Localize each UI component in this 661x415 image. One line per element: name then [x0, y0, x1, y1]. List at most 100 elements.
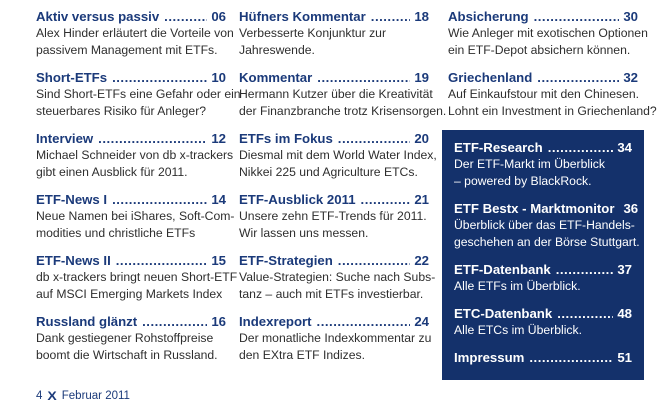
toc-entry-heading[interactable]: Absicherung 30	[448, 8, 638, 25]
toc-entry[interactable]: Short-ETFs 10 Sind Short-ETFs eine Gefahr …	[36, 69, 241, 120]
leader-dots	[361, 191, 411, 208]
entry-description-line: Der ETF-Markt im Überblick	[454, 157, 605, 171]
entry-title[interactable]: Hüfners Kommentar	[239, 9, 366, 24]
toc-entry-heading[interactable]: Aktiv versus passiv 06	[36, 8, 226, 25]
entry-title[interactable]: ETF-Research	[454, 140, 543, 155]
entry-description-line: tanz – auch mit ETFs investierbar.	[239, 287, 424, 301]
entry-description-line: Wir lassen uns messen.	[239, 226, 369, 240]
entry-page-number: 06	[211, 9, 226, 24]
entry-page-number: 48	[617, 306, 632, 321]
toc-entry-heading[interactable]: ETF-News I 14	[36, 191, 226, 208]
entry-title[interactable]: Griechenland	[448, 70, 533, 85]
entry-description-line: der Finanzbranche trotz Krisensorgen.	[239, 104, 447, 118]
toc-entry-heading[interactable]: ETF-Research 34	[454, 139, 632, 156]
toc-entry[interactable]: ETF-Datenbank 37 Alle ETFs im Überblick.	[454, 261, 632, 295]
entry-title[interactable]: ETF-News II	[36, 253, 111, 268]
entry-page-number: 21	[414, 192, 429, 207]
toc-column-3: Absicherung 30 Wie Anleger mit exotischen …	[442, 8, 657, 380]
toc-entry-heading[interactable]: Impressum 51	[454, 349, 632, 366]
entry-page-number: 36	[623, 201, 639, 216]
leader-dots	[317, 313, 411, 330]
entry-title[interactable]: ETFs im Fokus	[239, 131, 333, 146]
toc-entry[interactable]: ETFs im Fokus 20 Diesmal mit dem World Wat…	[239, 130, 437, 181]
toc-entry-heading[interactable]: ETF-Ausblick 2011 21	[239, 191, 429, 208]
entry-description-line: Alle ETCs im Überblick.	[454, 323, 582, 337]
entry-description-line: boomt die Wirtschaft in Russland.	[36, 348, 218, 362]
entry-title[interactable]: Short-ETFs	[36, 70, 108, 85]
toc-entry[interactable]: Indexreport 24 Der monatliche Indexkomment…	[239, 313, 431, 364]
entry-title[interactable]: ETF-Strategien	[239, 253, 333, 268]
toc-entry-heading[interactable]: Hüfners Kommentar 18	[239, 8, 429, 25]
toc-entry[interactable]: Russland glänzt 16 Dank gestiegener Rohsto…	[36, 313, 226, 364]
entry-page-number: 20	[414, 131, 429, 146]
toc-entry-heading[interactable]: ETF-News II 15	[36, 252, 226, 269]
toc-entry-heading[interactable]: Short-ETFs 10	[36, 69, 226, 86]
footer-page-number: 4	[36, 390, 43, 402]
entry-title[interactable]: Indexreport	[239, 314, 312, 329]
toc-entry[interactable]: ETC-Datenbank 48 Alle ETCs im Überblick.	[454, 305, 632, 339]
toc-entry-heading[interactable]: ETFs im Fokus 20	[239, 130, 429, 147]
toc-entry-heading[interactable]: Kommentar 19	[239, 69, 429, 86]
leader-dots	[98, 130, 207, 147]
entry-page-number: 37	[617, 262, 632, 277]
entry-title[interactable]: Kommentar	[239, 70, 313, 85]
toc-entry[interactable]: ETF-News I 14 Neue Namen bei iShares, Soft…	[36, 191, 235, 242]
entry-description-line: Value-Strategien: Suche nach Subs-	[239, 270, 436, 284]
toc-columns: Aktiv versus passiv 06 Alex Hinder erläute…	[36, 8, 657, 380]
entry-description-line: Dank gestiegener Rohstoffpreise	[36, 331, 214, 345]
entry-title[interactable]: Aktiv versus passiv	[36, 9, 160, 24]
entry-title[interactable]: ETF-News I	[36, 192, 108, 207]
entry-description-line: steuerbares Risiko für Anleger?	[36, 104, 207, 118]
toc-entry-heading[interactable]: Griechenland 32	[448, 69, 638, 86]
entry-description-line: Neue Namen bei iShares, Soft-Com-	[36, 209, 235, 223]
leader-dots	[534, 8, 620, 25]
toc-entry-heading[interactable]: ETF-Datenbank 37	[454, 261, 632, 278]
toc-entry-heading[interactable]: Interview 12	[36, 130, 226, 147]
toc-entry-heading[interactable]: Indexreport 24	[239, 313, 429, 330]
toc-entry[interactable]: ETF-Strategien 22 Value-Strategien: Suche …	[239, 252, 436, 303]
footer-issue-date: Februar 2011	[61, 390, 130, 402]
entry-description-line: – powered by BlackRock.	[454, 174, 592, 188]
toc-entry[interactable]: ETF Bestx - Marktmonitor 36 Überblick über…	[454, 200, 640, 251]
entry-title[interactable]: Russland glänzt	[36, 314, 138, 329]
entry-description-line: modities und christliche ETFs	[36, 226, 196, 240]
toc-entry[interactable]: Impressum 51	[454, 349, 632, 366]
entry-description-line: Alle ETFs im Überblick.	[454, 279, 581, 293]
entry-title[interactable]: Absicherung	[448, 9, 529, 24]
leader-dots	[142, 313, 207, 330]
entry-page-number: 16	[211, 314, 226, 329]
entry-title[interactable]: ETF-Ausblick 2011	[239, 192, 356, 207]
toc-entry-heading[interactable]: ETC-Datenbank 48	[454, 305, 632, 322]
entry-title[interactable]: Impressum	[454, 350, 525, 365]
leader-dots	[557, 305, 613, 322]
entry-description-line: Jahreswende.	[239, 43, 315, 57]
toc-entry[interactable]: ETF-Ausblick 2011 21 Unsere zehn ETF-Trend…	[239, 191, 429, 242]
toc-entry[interactable]: Kommentar 19 Hermann Kutzer über die Kreat…	[239, 69, 447, 120]
toc-entry[interactable]: Griechenland 32 Auf Einkaufstour mit den C…	[448, 69, 657, 120]
toc-entry[interactable]: Interview 12 Michael Schneider von db x-tr…	[36, 130, 233, 181]
toc-entry-heading[interactable]: ETF-Strategien 22	[239, 252, 429, 269]
toc-entry-heading[interactable]: ETF Bestx - Marktmonitor 36	[454, 200, 638, 217]
leader-dots	[317, 69, 410, 86]
leader-dots	[116, 252, 208, 269]
toc-entry[interactable]: ETF-Research 34 Der ETF-Markt im Überblick…	[454, 139, 632, 190]
entry-page-number: 32	[623, 70, 638, 85]
entry-description-line: Wie Anleger mit exotischen Optionen	[448, 26, 648, 40]
entry-description-line: geschehen an der Börse Stuttgart.	[454, 235, 640, 249]
entry-description-line: Hermann Kutzer über die Kreativität	[239, 87, 433, 101]
entry-title[interactable]: ETC-Datenbank	[454, 306, 553, 321]
entry-page-number: 15	[211, 253, 226, 268]
toc-entry[interactable]: Absicherung 30 Wie Anleger mit exotischen …	[448, 8, 648, 59]
entry-description-line: Verbesserte Konjunktur zur	[239, 26, 387, 40]
toc-entry-heading[interactable]: Russland glänzt 16	[36, 313, 226, 330]
entry-title[interactable]: ETF-Datenbank	[454, 262, 551, 277]
entry-description-line: Diesmal mit dem World Water Index,	[239, 148, 437, 162]
toc-entry[interactable]: ETF-News II 15 db x-trackers bringt neuen …	[36, 252, 237, 303]
entry-title[interactable]: Interview	[36, 131, 94, 146]
entry-page-number: 10	[211, 70, 226, 85]
toc-entry[interactable]: Aktiv versus passiv 06 Alex Hinder erläute…	[36, 8, 234, 59]
entry-title[interactable]: ETF Bestx - Marktmonitor	[454, 201, 615, 216]
toc-entry[interactable]: Hüfners Kommentar 18 Verbesserte Konjunktu…	[239, 8, 429, 59]
entry-page-number: 30	[623, 9, 638, 24]
